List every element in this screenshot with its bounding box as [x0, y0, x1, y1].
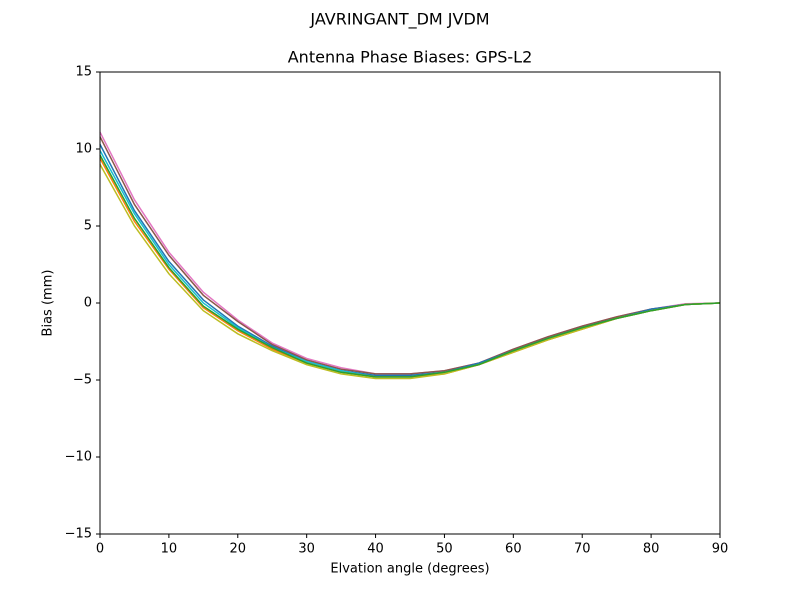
series-line — [99, 157, 721, 378]
x-tick-label: 30 — [298, 542, 315, 557]
series-line — [99, 131, 721, 375]
x-tick-label: 40 — [367, 542, 384, 557]
series-line — [99, 136, 721, 375]
y-tick-label: −15 — [65, 527, 92, 542]
suptitle: JAVRINGANT_DM JVDM — [309, 10, 489, 30]
y-tick-label: 0 — [84, 296, 92, 311]
x-tick-label: 10 — [161, 542, 178, 557]
plot-frame — [99, 71, 721, 535]
chart-title: Antenna Phase Biases: GPS-L2 — [288, 48, 533, 67]
x-tick-label: 0 — [96, 542, 104, 557]
y-tick-label: 10 — [75, 142, 92, 157]
y-axis-label: Bias (mm) — [41, 270, 56, 337]
x-tick-label: 90 — [712, 542, 729, 557]
series-line — [99, 144, 721, 377]
series-line — [99, 154, 721, 378]
series-line — [99, 150, 721, 378]
x-tick-label: 50 — [436, 542, 453, 557]
x-tick-label: 20 — [230, 542, 247, 557]
series-line — [99, 164, 721, 380]
x-tick-label: 60 — [505, 542, 522, 557]
y-tick-label: −10 — [65, 450, 92, 465]
x-tick-label: 70 — [574, 542, 591, 557]
x-axis-label: Elvation angle (degrees) — [330, 562, 489, 577]
x-tick-label: 80 — [643, 542, 660, 557]
y-tick-label: 5 — [84, 219, 92, 234]
y-tick-label: 15 — [75, 65, 92, 80]
y-tick-label: −5 — [73, 373, 92, 388]
